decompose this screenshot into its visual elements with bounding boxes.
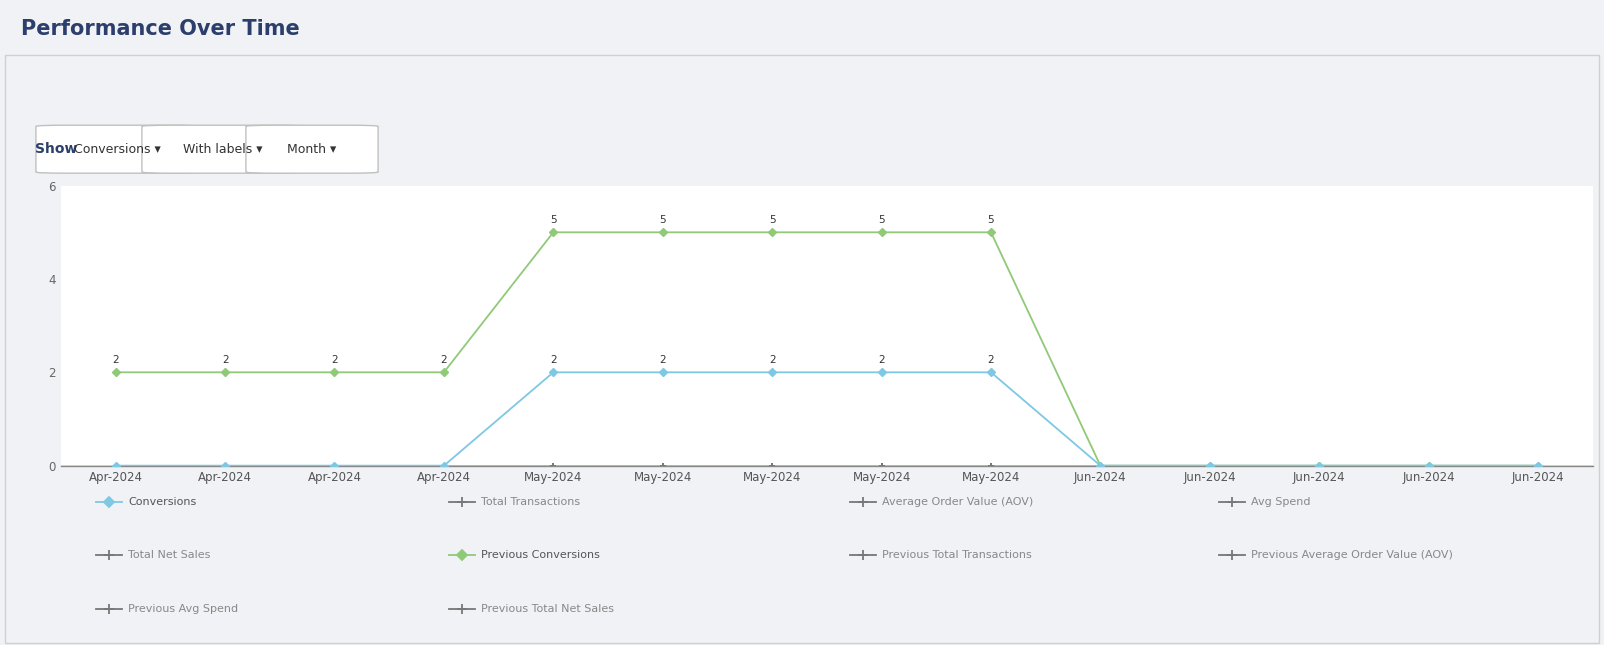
Text: Average Order Value (AOV): Average Order Value (AOV)	[882, 497, 1033, 506]
Text: 5: 5	[768, 215, 775, 225]
Text: Avg Spend: Avg Spend	[1251, 497, 1310, 506]
Text: Conversions ▾: Conversions ▾	[74, 143, 160, 155]
Text: Previous Conversions: Previous Conversions	[481, 550, 600, 561]
Text: Total Transactions: Total Transactions	[481, 497, 581, 506]
Text: Month ▾: Month ▾	[287, 143, 337, 155]
FancyBboxPatch shape	[245, 125, 379, 174]
Text: 5: 5	[550, 215, 557, 225]
Text: 2: 2	[550, 355, 557, 365]
FancyBboxPatch shape	[141, 125, 303, 174]
Text: 5: 5	[659, 215, 666, 225]
FancyBboxPatch shape	[35, 125, 197, 174]
Text: 5: 5	[879, 215, 885, 225]
Text: With labels ▾: With labels ▾	[183, 143, 261, 155]
Text: Show: Show	[35, 142, 77, 156]
Text: Previous Total Transactions: Previous Total Transactions	[882, 550, 1031, 561]
Text: Previous Total Net Sales: Previous Total Net Sales	[481, 604, 614, 614]
Text: 2: 2	[112, 355, 119, 365]
Text: Performance Over Time: Performance Over Time	[21, 19, 300, 39]
Text: 2: 2	[221, 355, 228, 365]
Text: 2: 2	[441, 355, 448, 365]
Text: 2: 2	[330, 355, 338, 365]
Text: 2: 2	[768, 355, 775, 365]
Text: Previous Avg Spend: Previous Avg Spend	[128, 604, 239, 614]
Text: Previous Average Order Value (AOV): Previous Average Order Value (AOV)	[1251, 550, 1453, 561]
Text: Conversions: Conversions	[128, 497, 197, 506]
Text: 2: 2	[879, 355, 885, 365]
Text: 2: 2	[988, 355, 994, 365]
Text: Total Net Sales: Total Net Sales	[128, 550, 210, 561]
Text: 5: 5	[988, 215, 994, 225]
Text: 2: 2	[659, 355, 666, 365]
